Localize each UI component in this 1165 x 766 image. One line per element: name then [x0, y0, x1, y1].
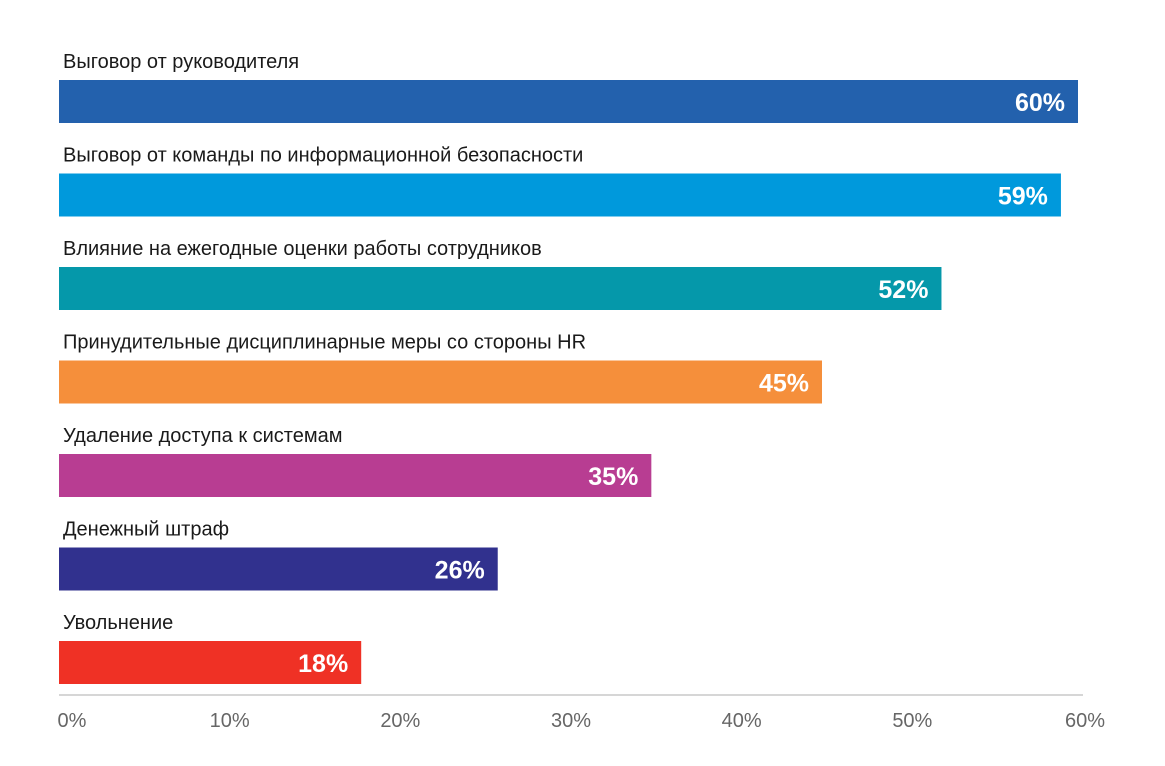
bars-group: Выговор от руководителя 60% Выговор от ком…	[59, 51, 1078, 684]
bar-value-label: 45%	[759, 370, 809, 398]
bar-value-label: 52%	[878, 276, 928, 304]
bar	[59, 454, 652, 497]
category-label: Выговор от руководителя	[63, 51, 299, 73]
x-tick-label: 60%	[1065, 710, 1105, 732]
x-tick-label: 40%	[722, 710, 762, 732]
x-tick-label: 10%	[210, 710, 250, 732]
category-label: Денежный штраф	[63, 519, 229, 541]
bar	[59, 267, 942, 310]
x-tick-label: 20%	[380, 710, 420, 732]
bar-value-label: 35%	[588, 463, 638, 491]
x-tick-label: 50%	[892, 710, 932, 732]
bar	[59, 547, 498, 591]
bar	[59, 641, 362, 684]
x-axis-ticks: 0% 10% 20% 30% 40% 50% 60%	[58, 710, 1106, 732]
category-label: Увольнение	[63, 612, 173, 634]
x-tick-label: 0%	[58, 710, 87, 732]
category-label: Удаление доступа к системам	[63, 425, 342, 447]
bar-value-label: 26%	[435, 557, 485, 585]
category-label: Принудительные дисциплинарные меры со ст…	[63, 332, 586, 354]
x-tick-label: 30%	[551, 710, 591, 732]
bar-value-label: 60%	[1015, 89, 1065, 117]
bar	[59, 80, 1078, 123]
bar	[59, 173, 1061, 217]
bar	[59, 360, 822, 404]
category-label: Выговор от команды по информационной без…	[63, 145, 583, 167]
category-label: Влияние на ежегодные оценки работы сотру…	[63, 238, 542, 260]
bar-value-label: 59%	[998, 183, 1048, 211]
bar-value-label: 18%	[298, 650, 348, 678]
